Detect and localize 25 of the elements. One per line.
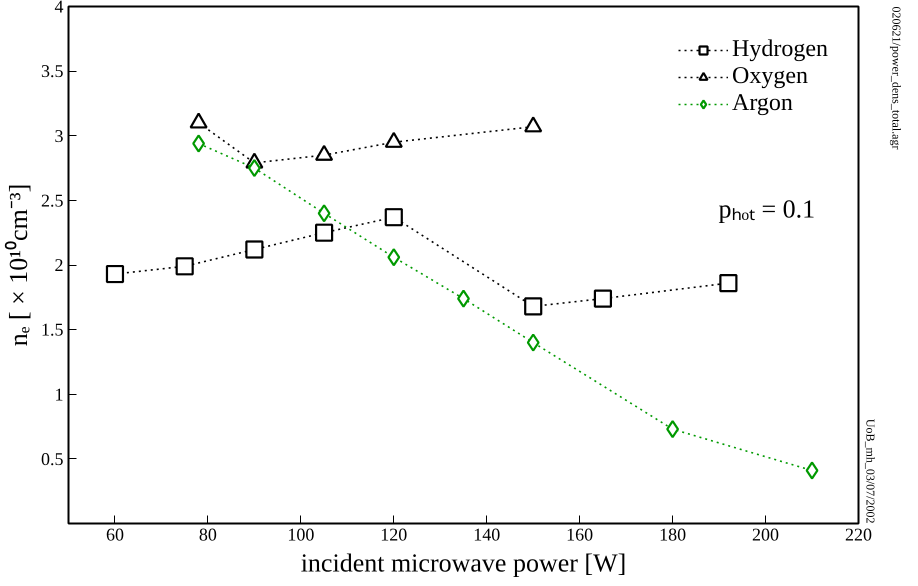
- x-tick-label: 180: [659, 524, 686, 544]
- y-tick-label: 3.5: [41, 61, 64, 82]
- y-tick-label: 0.5: [41, 448, 64, 469]
- y-tick-label: 3: [54, 126, 64, 146]
- x-tick-label: 200: [752, 524, 780, 544]
- legend-label: Hydrogen: [732, 36, 828, 63]
- legend-label: Argon: [732, 90, 793, 117]
- x-tick-label: 120: [380, 524, 408, 544]
- x-tick-label: 220: [845, 524, 872, 544]
- x-tick-label: 80: [198, 524, 217, 544]
- x-tick-label: 160: [566, 524, 594, 544]
- y-tick-label: 2: [54, 255, 64, 275]
- y-tick-label: 4: [54, 0, 64, 16]
- x-tick-label: 60: [106, 524, 124, 544]
- text: 020621/power_dens_total.agr: [890, 6, 904, 150]
- legend-label: Oxygen: [732, 63, 808, 90]
- annotation: pₕₒₜ = 0.1: [718, 194, 816, 224]
- x-tick-label: 140: [473, 524, 500, 544]
- y-axis-title: nₑ [ × 10¹⁰cm⁻³]: [4, 184, 33, 346]
- x-tick-label: 100: [287, 524, 314, 544]
- x-axis-title: incident microwave power [W]: [300, 548, 626, 578]
- y-tick-label: 1.5: [41, 320, 64, 340]
- text: UoB_mh_03/07/2002: [864, 418, 878, 524]
- y-tick-label: 1: [54, 384, 64, 404]
- y-tick-label: 2.5: [41, 190, 64, 210]
